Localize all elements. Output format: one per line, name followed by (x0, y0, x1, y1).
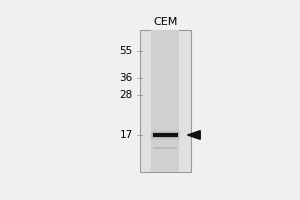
Bar (153, 133, 178, 137)
Text: CEM: CEM (153, 17, 178, 27)
Text: 36: 36 (120, 73, 133, 83)
Bar (151, 130, 180, 140)
Bar (152, 132, 179, 138)
Polygon shape (188, 131, 200, 139)
Text: 28: 28 (120, 90, 133, 100)
Bar (152, 30, 179, 172)
Text: 17: 17 (120, 130, 133, 140)
Bar (153, 147, 178, 149)
Bar (151, 131, 180, 139)
Bar (140, 30, 191, 172)
Text: 55: 55 (120, 46, 133, 56)
